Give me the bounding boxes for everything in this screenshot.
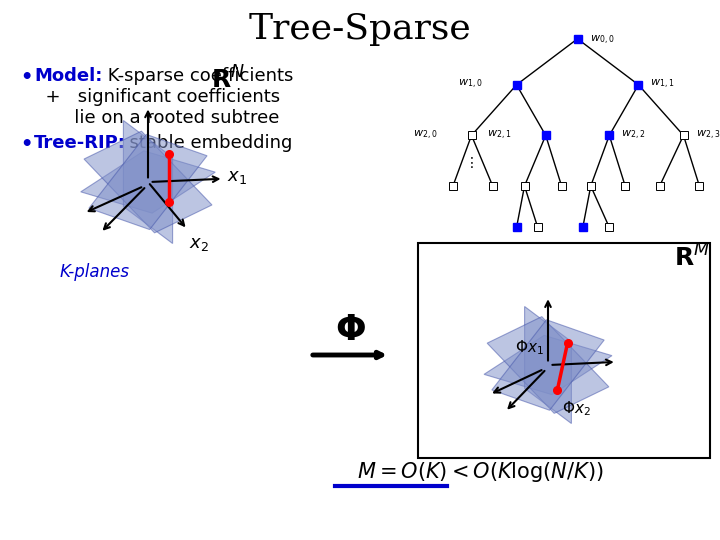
Text: $\mathbf{R}^M$: $\mathbf{R}^M$ bbox=[674, 245, 710, 272]
Bar bbox=[534, 224, 541, 232]
Bar bbox=[557, 182, 566, 190]
Bar bbox=[621, 182, 629, 190]
Text: ⋮: ⋮ bbox=[464, 156, 478, 170]
Text: Tree-RIP:: Tree-RIP: bbox=[34, 134, 126, 152]
Bar bbox=[696, 182, 703, 190]
Bar bbox=[467, 131, 475, 139]
Bar bbox=[513, 81, 521, 89]
Bar bbox=[574, 35, 582, 43]
Text: $\Phi x_1$: $\Phi x_1$ bbox=[516, 339, 544, 357]
Text: $\mathbf{R}^N$: $\mathbf{R}^N$ bbox=[211, 66, 245, 93]
Polygon shape bbox=[81, 151, 215, 213]
Bar bbox=[587, 182, 595, 190]
Text: K-sparse coefficients: K-sparse coefficients bbox=[102, 67, 293, 85]
Bar bbox=[606, 224, 613, 232]
Text: K-planes: K-planes bbox=[60, 263, 130, 281]
Polygon shape bbox=[492, 320, 604, 410]
Text: $w_{2,2}$: $w_{2,2}$ bbox=[621, 129, 646, 142]
Text: $w_{1,0}$: $w_{1,0}$ bbox=[458, 78, 482, 91]
Text: $w_{0,0}$: $w_{0,0}$ bbox=[590, 34, 614, 48]
Text: Tree-Sparse: Tree-Sparse bbox=[248, 12, 472, 46]
Text: $w_{2,0}$: $w_{2,0}$ bbox=[413, 129, 438, 142]
Text: $w_{2,3}$: $w_{2,3}$ bbox=[696, 129, 720, 142]
Polygon shape bbox=[84, 131, 212, 233]
Polygon shape bbox=[123, 120, 173, 244]
Polygon shape bbox=[525, 307, 572, 423]
Polygon shape bbox=[89, 134, 207, 230]
Bar bbox=[579, 224, 587, 232]
Bar bbox=[521, 182, 528, 190]
Polygon shape bbox=[484, 335, 612, 395]
Bar bbox=[656, 182, 664, 190]
Bar bbox=[541, 131, 549, 139]
Polygon shape bbox=[487, 316, 609, 413]
Text: $\mathbf{\Phi}$: $\mathbf{\Phi}$ bbox=[335, 313, 366, 347]
Text: $x_1$: $x_1$ bbox=[227, 168, 247, 186]
Bar bbox=[606, 131, 613, 139]
Text: $\Phi x_2$: $\Phi x_2$ bbox=[562, 399, 590, 418]
Text: Model:: Model: bbox=[34, 67, 102, 85]
Text: $x_2$: $x_2$ bbox=[189, 235, 209, 253]
FancyBboxPatch shape bbox=[418, 243, 710, 458]
Text: $M = O(K) < O(K\log(N/K))$: $M = O(K) < O(K\log(N/K))$ bbox=[356, 460, 603, 484]
Text: +   significant coefficients: + significant coefficients bbox=[34, 88, 280, 106]
Bar bbox=[634, 81, 642, 89]
Text: •: • bbox=[20, 68, 32, 87]
Bar bbox=[680, 131, 688, 139]
Bar bbox=[449, 182, 457, 190]
Text: $w_{2,1}$: $w_{2,1}$ bbox=[487, 129, 512, 142]
Text: $w_{1,1}$: $w_{1,1}$ bbox=[650, 78, 675, 91]
Text: •: • bbox=[20, 135, 32, 154]
Text: stable embedding: stable embedding bbox=[118, 134, 292, 152]
Bar bbox=[489, 182, 497, 190]
Bar bbox=[513, 224, 521, 232]
Text: lie on a rooted subtree: lie on a rooted subtree bbox=[34, 109, 279, 127]
